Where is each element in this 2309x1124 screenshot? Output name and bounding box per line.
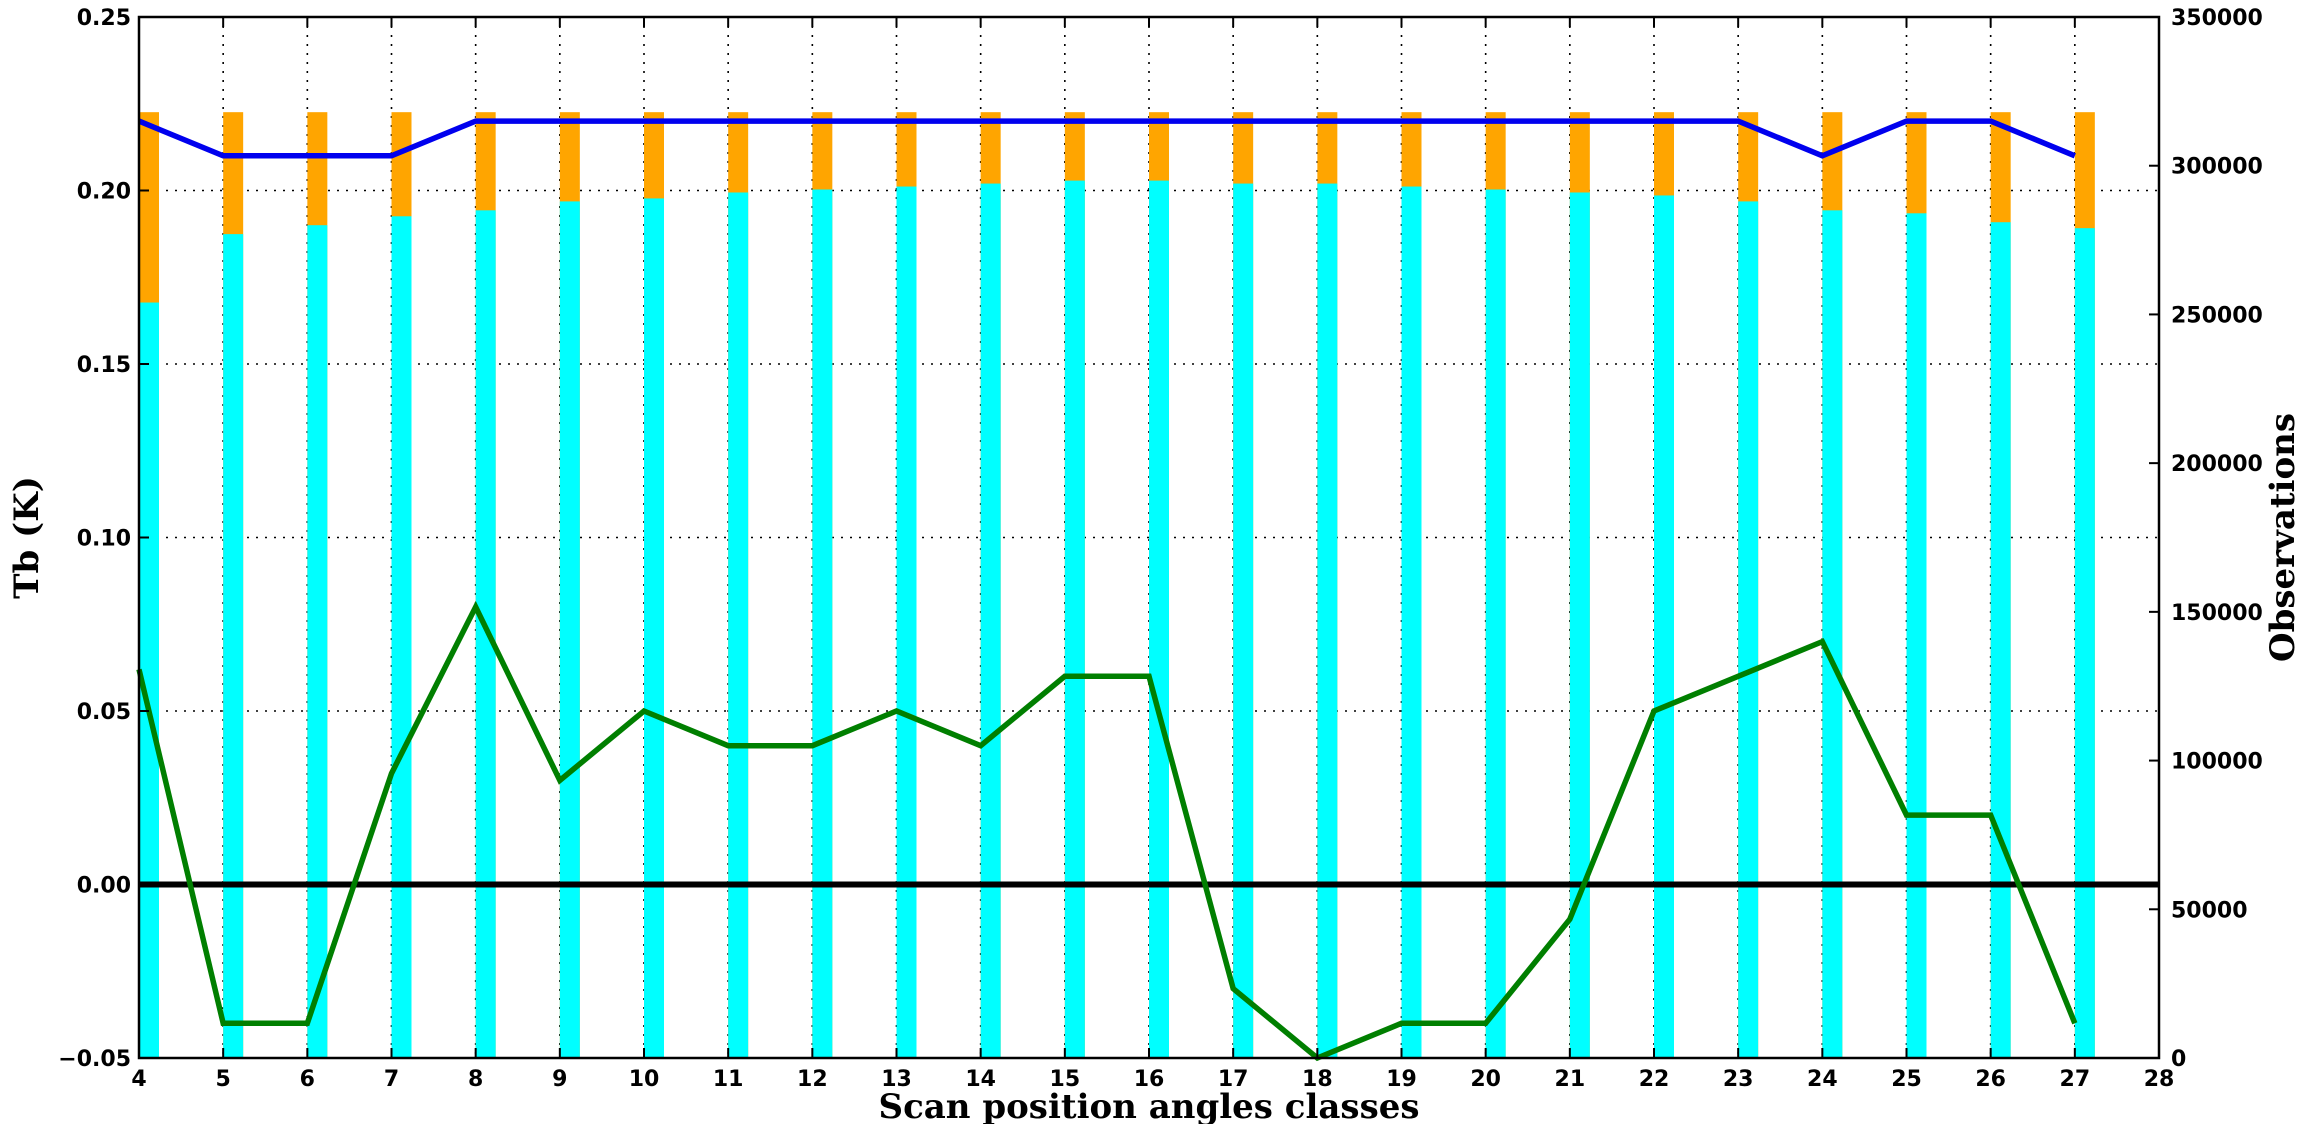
x-tick-label: 23 <box>1723 1067 1754 1092</box>
bar-used-observations <box>1906 213 1927 1058</box>
bar-used-observations <box>980 183 1001 1058</box>
bar-used-observations <box>812 189 833 1059</box>
x-tick-label: 4 <box>131 1067 146 1092</box>
bar-used-observations <box>2074 228 2095 1058</box>
y-tick-label: 0.15 <box>77 353 131 378</box>
bar-used-observations <box>728 192 749 1059</box>
bar-used-observations <box>391 216 412 1058</box>
bar-used-observations <box>1401 186 1422 1058</box>
x-tick-label: 19 <box>1386 1067 1417 1092</box>
y-tick-label: 0.10 <box>77 527 131 552</box>
x-tick-label: 13 <box>881 1067 912 1092</box>
x-tick-label: 18 <box>1302 1067 1333 1092</box>
y-tick-label: −0.05 <box>58 1047 131 1072</box>
x-tick-label: 17 <box>1218 1067 1249 1092</box>
x-tick-label: 28 <box>2144 1067 2175 1092</box>
x-tick-label: 10 <box>629 1067 660 1092</box>
series-lines <box>136 118 2078 1062</box>
bar-used-observations <box>644 198 664 1059</box>
x-tick-label: 5 <box>216 1067 231 1092</box>
y2-tick-label: 100000 <box>2171 750 2263 775</box>
bar-used-observations <box>139 302 159 1058</box>
bar-used-observations <box>1485 189 1506 1059</box>
x-tick-label: 27 <box>2060 1067 2091 1092</box>
y2-tick-label: 50000 <box>2171 898 2248 923</box>
observation-bars <box>139 112 2095 1059</box>
y2-tick-label: 300000 <box>2171 155 2263 180</box>
bar-used-observations <box>1990 222 2011 1058</box>
bar-used-observations <box>1149 180 1169 1059</box>
y2-tick-label: 0 <box>2171 1047 2186 1072</box>
bar-used-observations <box>1317 183 1338 1058</box>
bar-used-observations <box>1822 210 1843 1059</box>
y-tick-label: 0.00 <box>77 874 131 899</box>
bar-used-observations <box>1064 180 1085 1059</box>
bar-used-observations <box>1233 183 1254 1058</box>
x-tick-label: 20 <box>1470 1067 1501 1092</box>
x-tick-label: 15 <box>1050 1067 1081 1092</box>
x-tick-label: 8 <box>468 1067 483 1092</box>
y-tick-label: 0.20 <box>77 180 131 205</box>
bar-used-observations <box>1738 201 1759 1059</box>
bar-used-observations <box>475 210 496 1059</box>
y-axis-label: Tb (K) <box>7 476 47 599</box>
y2-tick-label: 200000 <box>2171 452 2263 477</box>
series-line-1 <box>137 118 2076 159</box>
x-tick-label: 6 <box>300 1067 315 1092</box>
y2-tick-label: 350000 <box>2171 6 2263 31</box>
x-tick-label: 16 <box>1134 1067 1165 1092</box>
x-tick-label: 25 <box>1891 1067 1922 1092</box>
y2-axis-label: Observations <box>2263 413 2303 662</box>
x-tick-label: 12 <box>797 1067 828 1092</box>
x-axis-label: Scan position angles classes <box>879 1087 1420 1124</box>
bar-used-observations <box>1654 195 1674 1058</box>
bar-used-observations <box>896 186 917 1058</box>
y-tick-labels: −0.05 0.00 0.05 0.10 0.15 0.20 0.25 <box>58 6 131 1072</box>
series-line-2 <box>136 600 2078 1062</box>
x-tick-label: 26 <box>1975 1067 2006 1092</box>
x-tick-label: 7 <box>384 1067 399 1092</box>
x-tick-label: 9 <box>552 1067 567 1092</box>
x-tick-label: 22 <box>1639 1067 1670 1092</box>
x-tick-label: 21 <box>1555 1067 1586 1092</box>
bar-used-observations <box>559 201 580 1059</box>
bar-used-observations <box>1569 192 1590 1059</box>
bar-used-observations <box>223 234 244 1058</box>
y2-tick-labels: 0 50000 100000 150000 200000 250000 300000 3500… <box>2171 6 2263 1072</box>
x-tick-label: 14 <box>965 1067 996 1092</box>
x-tick-label: 11 <box>713 1067 744 1092</box>
bar-used-observations <box>307 225 328 1058</box>
y2-tick-label: 150000 <box>2171 601 2263 626</box>
y-tick-label: 0.25 <box>77 6 131 31</box>
y-tick-label: 0.05 <box>77 700 131 725</box>
y2-tick-label: 250000 <box>2171 303 2263 328</box>
x-tick-label: 24 <box>1807 1067 1838 1092</box>
x-tick-labels: 4 5 6 7 8 9 10 11 12 13 14 15 16 17 18 19 20 21 22 23 24 25 26… <box>131 1067 2174 1092</box>
axis-ticks <box>138 16 2160 1059</box>
